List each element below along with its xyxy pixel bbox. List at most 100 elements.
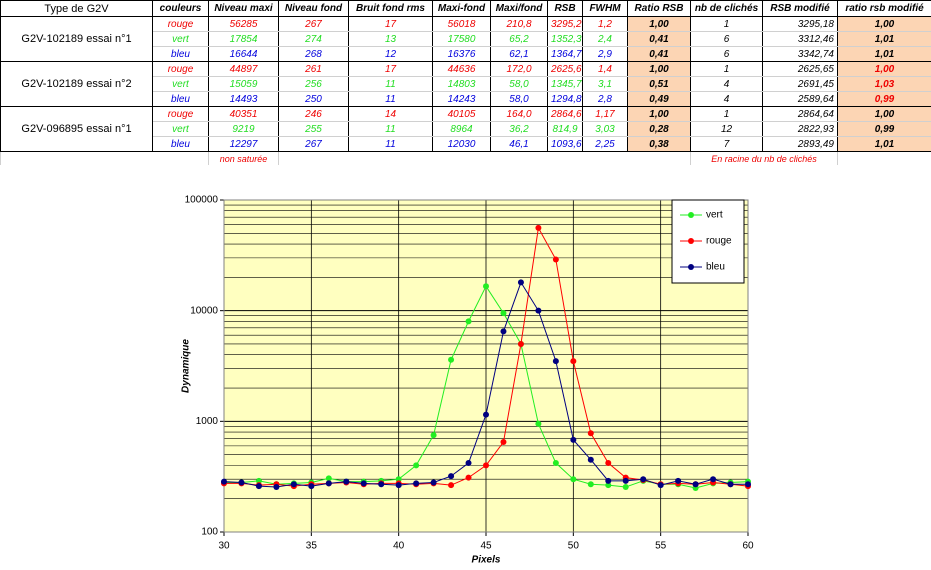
table-row: vert 17854 274 13 17580 65,2 1352,3 2,4 0,41 6 331…: [1, 31, 931, 47]
table-cell: 2,4: [582, 31, 628, 47]
data-point: [325, 475, 332, 482]
data-point: [308, 483, 315, 490]
table-cell: vert: [152, 121, 209, 137]
column-header: Ratio RSB: [627, 0, 691, 17]
data-point: [430, 479, 437, 486]
data-point: [483, 462, 489, 469]
table-cell: 14803: [432, 76, 491, 92]
data-point: [500, 439, 507, 446]
column-header: Niveau fond: [278, 0, 349, 17]
table-cell: 2625,6: [547, 61, 583, 77]
data-point: [395, 476, 402, 483]
table-cell: 9219: [208, 121, 279, 137]
table-cell: 164,0: [490, 106, 548, 122]
data-point: [535, 224, 542, 231]
y-tick-label: 100000: [185, 195, 219, 206]
column-header: Bruit fond rms: [348, 0, 433, 17]
x-tick-label: 40: [393, 541, 405, 552]
data-point: [570, 358, 577, 365]
table-cell: 15059: [208, 76, 279, 92]
data-point: [483, 411, 489, 418]
table-cell: 56018: [432, 16, 491, 32]
legend-marker: [688, 238, 694, 244]
data-point: [570, 436, 577, 443]
table-cell: 2864,64: [762, 106, 838, 122]
table-cell: 12297: [208, 136, 279, 152]
table-cell: 11: [348, 121, 433, 137]
data-point: [395, 482, 402, 489]
x-tick-label: 60: [742, 541, 754, 552]
table-cell: 11: [348, 76, 433, 92]
table-cell: 0,38: [627, 136, 691, 152]
data-point: [605, 482, 612, 489]
data-point: [448, 473, 455, 480]
table-cell: 17: [348, 61, 433, 77]
table-cell: 2691,45: [762, 76, 838, 92]
table-cell: 46,1: [490, 136, 548, 152]
table-cell: 1,4: [582, 61, 628, 77]
table-cell: 1,00: [627, 16, 691, 32]
table-cell: 1093,6: [547, 136, 583, 152]
table-cell: 8964: [432, 121, 491, 137]
table-cell: 1: [690, 61, 763, 77]
data-point: [727, 481, 734, 488]
chart: 100 1000 10000 100000 30 35 40 45 50 55 60 Pixels Dy…: [181, 195, 754, 566]
table-row: bleu 14493 250 11 14243 58,0 1294,8 2,8 0,49 4 258…: [1, 91, 931, 107]
table-cell: bleu: [152, 46, 209, 62]
table-cell: 3312,46: [762, 31, 838, 47]
table-cell: 12: [348, 46, 433, 62]
column-header: ratio rsb modifié: [837, 0, 931, 17]
table-cell: 246: [278, 106, 349, 122]
table-cell: 1,17: [582, 106, 628, 122]
table-cell: 40351: [208, 106, 279, 122]
table-cell: 0,99: [837, 91, 931, 107]
table-cell: 3,1: [582, 76, 628, 92]
data-point: [430, 432, 437, 439]
table-row: G2V-102189 essai n°2 rouge 44897 261 17 44636…: [0, 61, 931, 107]
group-label: G2V-102189 essai n°1: [0, 16, 153, 62]
empty-cell: [837, 151, 931, 165]
legend-label: vert: [706, 210, 723, 221]
table-row: vert 15059 256 11 14803 58,0 1345,7 3,1 0,51 4 269…: [1, 76, 931, 92]
group-label: G2V-102189 essai n°2: [0, 61, 153, 107]
table-cell: 1,00: [837, 61, 931, 77]
data-point: [500, 310, 507, 317]
table-cell: 2864,6: [547, 106, 583, 122]
table-cell: 13: [348, 31, 433, 47]
table-cell: 3295,2: [547, 16, 583, 32]
legend-marker: [688, 212, 694, 218]
table-cell: 0,49: [627, 91, 691, 107]
y-tick-label: 1000: [196, 416, 219, 427]
data-point: [343, 478, 350, 485]
table-cell: 58,0: [490, 76, 548, 92]
data-point: [378, 481, 385, 488]
data-point: [465, 474, 472, 481]
data-point: [255, 483, 262, 490]
table-cell: 210,8: [490, 16, 548, 32]
table-cell: 2625,65: [762, 61, 838, 77]
data-point: [622, 477, 629, 484]
column-header: Maxi-fond: [432, 0, 491, 17]
data-point: [255, 477, 262, 484]
data-point: [710, 476, 717, 483]
table-cell: 1: [690, 16, 763, 32]
note: non saturée: [208, 151, 279, 165]
x-axis-label: Pixels: [472, 555, 501, 566]
data-point: [587, 456, 594, 463]
table-cell: 1,03: [837, 76, 931, 92]
table-cell: 0,41: [627, 46, 691, 62]
data-point: [517, 279, 524, 286]
y-tick-label: 100: [201, 527, 218, 538]
table-cell: 6: [690, 46, 763, 62]
table-cell: rouge: [152, 106, 209, 122]
table-cell: 4: [690, 91, 763, 107]
table-cell: 3342,74: [762, 46, 838, 62]
data-point: [465, 318, 472, 325]
table-cell: 11: [348, 136, 433, 152]
data-point: [692, 481, 699, 488]
table-cell: 1,2: [582, 16, 628, 32]
table-row: bleu 16644 268 12 16376 62,1 1364,7 2,9 0,41 6 334…: [1, 46, 931, 62]
header-row: Type de G2V couleurs Niveau maxi Niveau fon…: [0, 0, 931, 17]
table-cell: 274: [278, 31, 349, 47]
table-cell: 1,00: [837, 106, 931, 122]
